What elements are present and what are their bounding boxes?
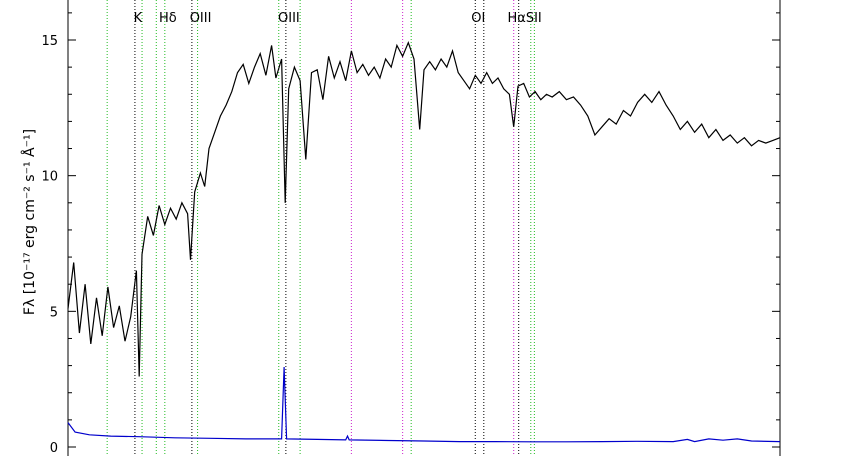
series-line-0 <box>67 41 781 377</box>
reference-line-label: Hδ <box>159 11 177 26</box>
y-tick-label: 10 <box>41 170 58 185</box>
line-labels: K Hδ OIII OIII OI Hα SII <box>134 11 542 26</box>
plot-frame <box>67 0 781 456</box>
y-tick-label: 5 <box>50 305 58 320</box>
data-series <box>67 41 781 443</box>
reference-lines <box>106 0 535 456</box>
reference-line-label: OI <box>471 11 485 26</box>
reference-line-label: K <box>134 11 143 26</box>
y-tick-label: 15 <box>41 34 58 49</box>
reference-line-label: SII <box>526 11 542 26</box>
y-axis-title: Fλ [10⁻¹⁷ erg cm⁻² s⁻¹ Å⁻¹] <box>21 129 38 315</box>
y-axis-ticks: 0 5 10 15 <box>41 12 780 456</box>
y-tick-label: 0 <box>50 441 58 456</box>
reference-line-label: Hα <box>508 11 526 26</box>
reference-line-label: OIII <box>278 11 300 26</box>
series-line-1 <box>67 366 781 443</box>
reference-line-label: OIII <box>190 11 212 26</box>
